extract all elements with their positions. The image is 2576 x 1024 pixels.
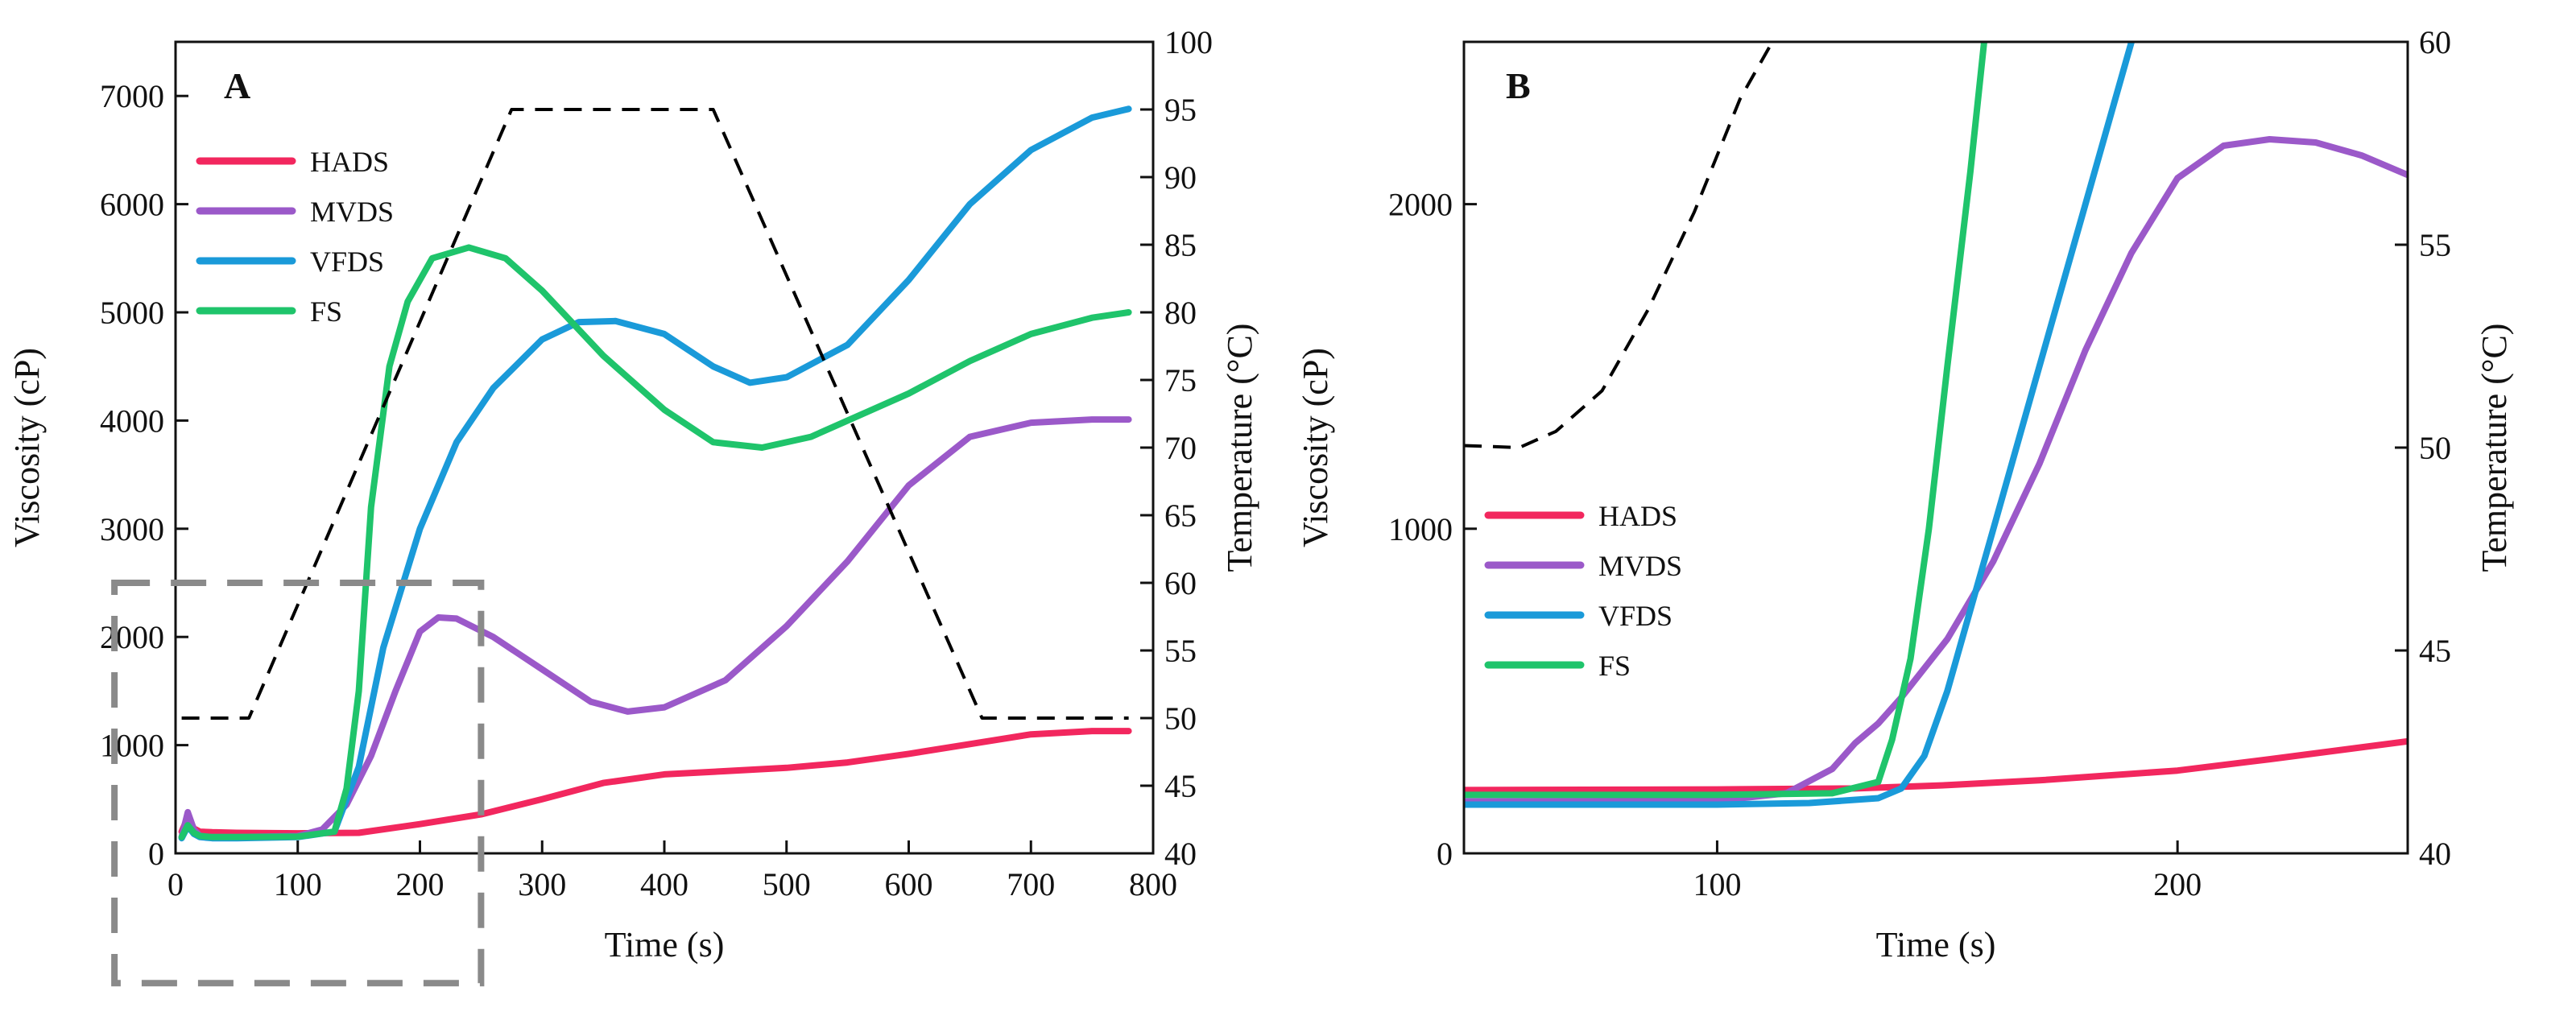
series-line-fs	[1464, 42, 1987, 799]
x-tick-label: 0	[167, 866, 184, 902]
y-tick-label: 5000	[100, 295, 164, 331]
y2-tick-label: 85	[1164, 227, 1197, 263]
legend-label: MVDS	[310, 196, 394, 228]
legend-label: HADS	[310, 146, 389, 178]
legend-label: MVDS	[1598, 550, 1682, 582]
y2-tick-label: 55	[1164, 633, 1197, 669]
panel-letter: B	[1506, 65, 1531, 106]
y2-tick-label: 45	[1164, 768, 1197, 804]
legend: HADS MVDS VFDS FS	[1484, 500, 1682, 682]
y-axis-label: Viscosity (cP)	[1296, 348, 1335, 547]
y-tick-label: 0	[148, 836, 164, 872]
y-axis-label: Viscosity (cP)	[7, 348, 47, 547]
x-tick-label: 400	[640, 866, 688, 902]
series-line-fs	[178, 244, 1132, 840]
y2-tick-label: 80	[1164, 295, 1197, 331]
y2-tick-label: 45	[2419, 633, 2451, 669]
y2-axis-label: Temperature (°C)	[2475, 324, 2514, 572]
x-tick-label: 500	[763, 866, 811, 902]
temperature-dashed-line	[1464, 42, 1774, 449]
y-tick-label: 4000	[100, 403, 164, 439]
x-tick-label: 200	[2153, 866, 2202, 902]
zoom-region-box	[111, 580, 485, 987]
y-tick-label: 1000	[1388, 511, 1453, 547]
series-line-mvds	[1464, 136, 2408, 805]
x-tick-label: 100	[274, 866, 322, 902]
x-axis-label: Time (s)	[1876, 925, 1996, 964]
x-tick-label: 200	[396, 866, 444, 902]
y2-tick-label: 40	[1164, 836, 1197, 872]
y-tick-label: 7000	[100, 78, 164, 114]
legend-label: FS	[1598, 650, 1631, 682]
y2-tick-label: 70	[1164, 430, 1197, 466]
y2-tick-label: 60	[1164, 565, 1197, 601]
y2-tick-label: 95	[1164, 92, 1197, 128]
series-group	[178, 105, 1132, 842]
panel-a-chart: 0 100 200 300 400 500 600 700 800 0 1000 2000 3000 40…	[7, 24, 1259, 987]
y-tick-label: 2000	[100, 619, 164, 655]
y2-tick-label: 55	[2419, 227, 2451, 263]
legend: HADS MVDS VFDS FS	[196, 146, 394, 328]
legend-label: FS	[310, 295, 342, 328]
x-tick-label: 100	[1693, 866, 1741, 902]
y-tick-label: 0	[1437, 836, 1453, 872]
legend-label: VFDS	[1598, 600, 1673, 632]
y-tick-label: 3000	[100, 511, 164, 547]
y2-tick-label: 65	[1164, 498, 1197, 534]
series-line-hads	[1464, 737, 2408, 794]
y2-tick-label: 50	[2419, 430, 2451, 466]
y2-tick-label: 50	[1164, 700, 1197, 737]
y-tick-label: 6000	[100, 187, 164, 223]
x-tick-label: 600	[885, 866, 933, 902]
panel-letter: A	[224, 65, 250, 106]
series-line-vfds	[1464, 42, 2135, 808]
y-tick-label: 1000	[100, 728, 164, 764]
series-group	[1464, 42, 2408, 808]
y-tick-label: 2000	[1388, 187, 1453, 223]
y2-tick-label: 75	[1164, 362, 1197, 398]
x-axis-label: Time (s)	[605, 925, 725, 964]
series-line-hads	[178, 728, 1132, 837]
legend-label: VFDS	[310, 246, 384, 278]
legend-label: HADS	[1598, 500, 1677, 532]
y2-tick-label: 60	[2419, 24, 2451, 60]
y2-tick-label: 40	[2419, 836, 2451, 872]
y2-axis-label: Temperature (°C)	[1220, 324, 1259, 572]
x-tick-label: 700	[1007, 866, 1055, 902]
x-tick-label: 800	[1129, 866, 1177, 902]
y2-tick-label: 90	[1164, 159, 1197, 196]
y2-tick-label: 100	[1164, 24, 1213, 60]
x-tick-label: 300	[518, 866, 566, 902]
